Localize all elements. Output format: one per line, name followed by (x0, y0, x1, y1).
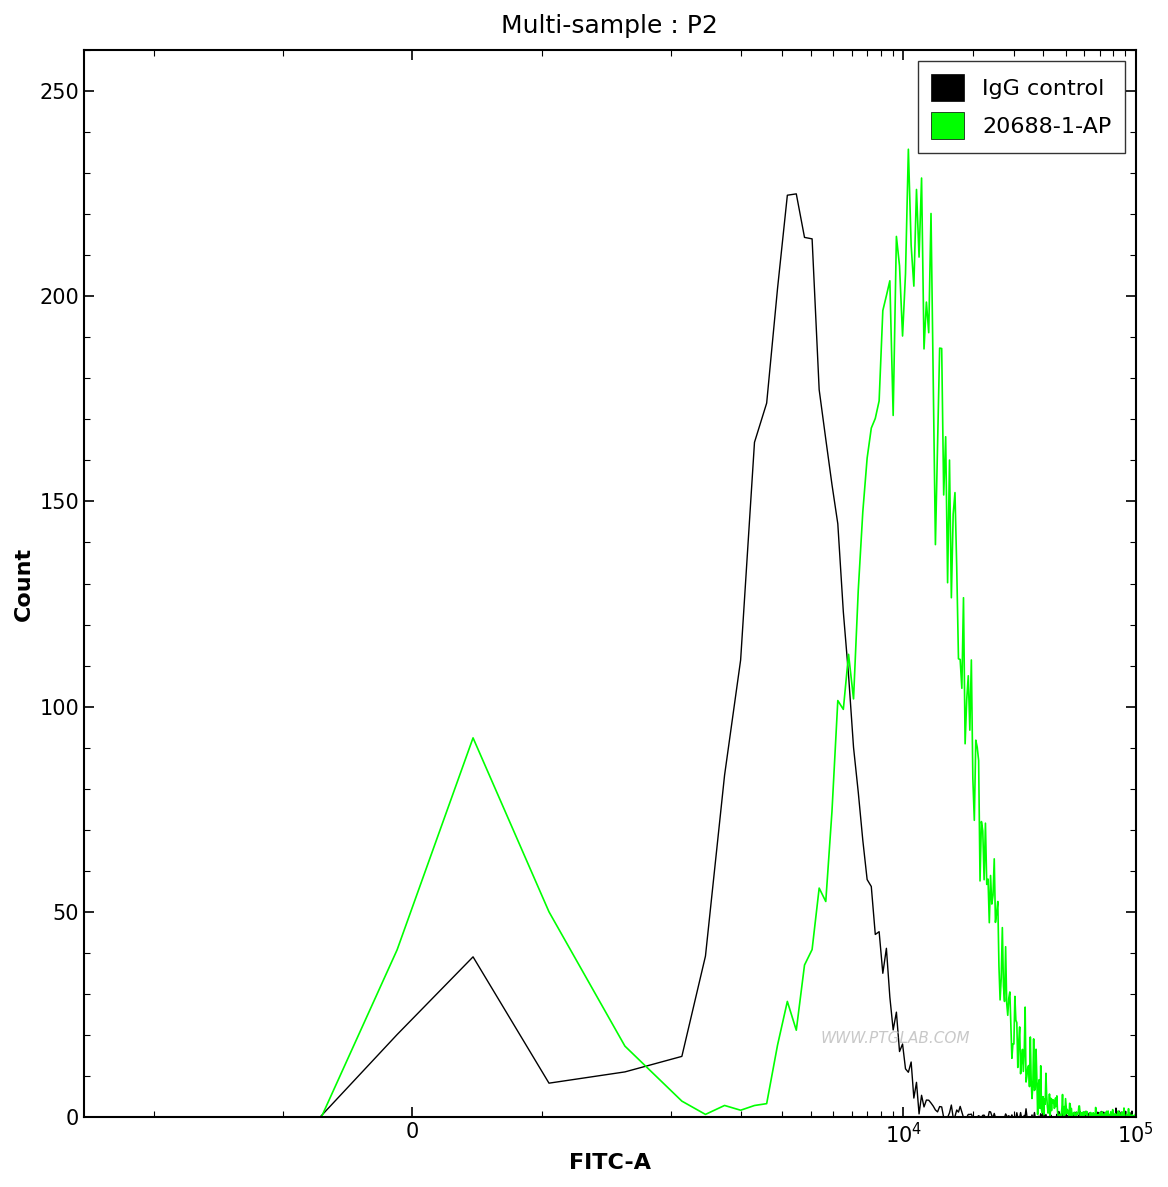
IgG control (1087, 1110, 1101, 1124)
IgG control (759, 396, 773, 411)
Y-axis label: Count: Count (14, 546, 34, 621)
Legend: IgG control, 20688-1-AP: IgG control, 20688-1-AP (918, 61, 1125, 153)
X-axis label: FITC-A: FITC-A (569, 1153, 651, 1173)
Line: 20688-1-AP: 20688-1-AP (321, 150, 1168, 1117)
20688-1-AP (1087, 1110, 1101, 1124)
20688-1-AP (314, 1110, 328, 1124)
IgG control (314, 1109, 328, 1123)
IgG control (790, 186, 804, 201)
Line: IgG control: IgG control (321, 193, 1168, 1117)
20688-1-AP (902, 142, 916, 157)
20688-1-AP (1058, 1092, 1072, 1106)
20688-1-AP (973, 874, 987, 888)
IgG control (1059, 1109, 1073, 1123)
Text: WWW.PTGLAB.COM: WWW.PTGLAB.COM (820, 1030, 969, 1046)
IgG control (1159, 1107, 1168, 1122)
IgG control (937, 1110, 951, 1124)
20688-1-AP (1159, 1105, 1168, 1119)
20688-1-AP (759, 1097, 773, 1111)
20688-1-AP (1149, 1110, 1163, 1124)
IgG control (1149, 1110, 1163, 1124)
IgG control (974, 1110, 988, 1124)
Title: Multi-sample : P2: Multi-sample : P2 (501, 14, 718, 38)
